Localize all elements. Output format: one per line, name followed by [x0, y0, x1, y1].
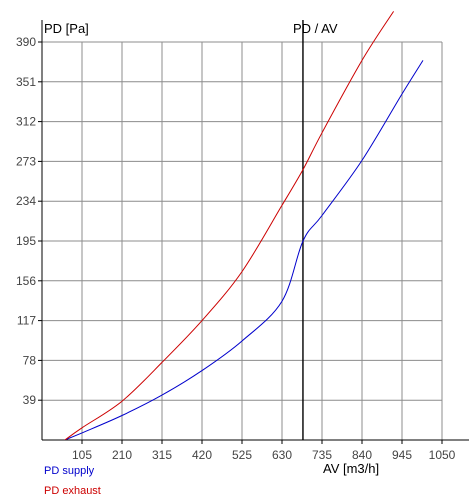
x-axis-label: AV [m3/h] [323, 461, 379, 476]
y-tick-label: 234 [16, 194, 36, 208]
y-tick-label: 39 [23, 393, 37, 407]
y-tick-label: 156 [16, 274, 36, 288]
grid [42, 41, 443, 440]
series-line-exhaust [64, 11, 395, 440]
x-tick-label: 945 [392, 448, 412, 462]
y-tick-label: 390 [16, 35, 36, 49]
y-tick-label: 117 [17, 314, 36, 328]
x-tick-label: 210 [112, 448, 132, 462]
x-tick-labels: 105 210 315 420 525 630 735 840 945 1050 [72, 448, 456, 462]
y-tick-label: 351 [16, 75, 36, 89]
axes [38, 20, 469, 444]
y-axis-label: PD [Pa] [44, 21, 89, 36]
y-tick-label: 195 [16, 234, 36, 248]
x-tick-label: 105 [72, 448, 92, 462]
chart-title: PD / AV [293, 21, 338, 36]
legend-item-exhaust: PD exhaust [44, 485, 101, 497]
y-tick-label: 273 [16, 154, 36, 168]
series-line-supply [64, 60, 424, 440]
y-tick-label: 312 [16, 115, 36, 129]
legend-item-supply: PD supply [44, 465, 95, 477]
x-tick-label: 735 [312, 448, 332, 462]
y-tick-label: 78 [23, 353, 37, 367]
y-tick-labels: 39 78 117 156 195 234 273 312 351 390 [16, 35, 36, 407]
series-lines [64, 11, 424, 440]
x-tick-label: 525 [232, 448, 252, 462]
x-tick-label: 840 [352, 448, 372, 462]
x-tick-label: 315 [152, 448, 172, 462]
x-tick-label: 630 [272, 448, 292, 462]
x-tick-label: 420 [192, 448, 212, 462]
x-tick-label: 1050 [429, 448, 456, 462]
